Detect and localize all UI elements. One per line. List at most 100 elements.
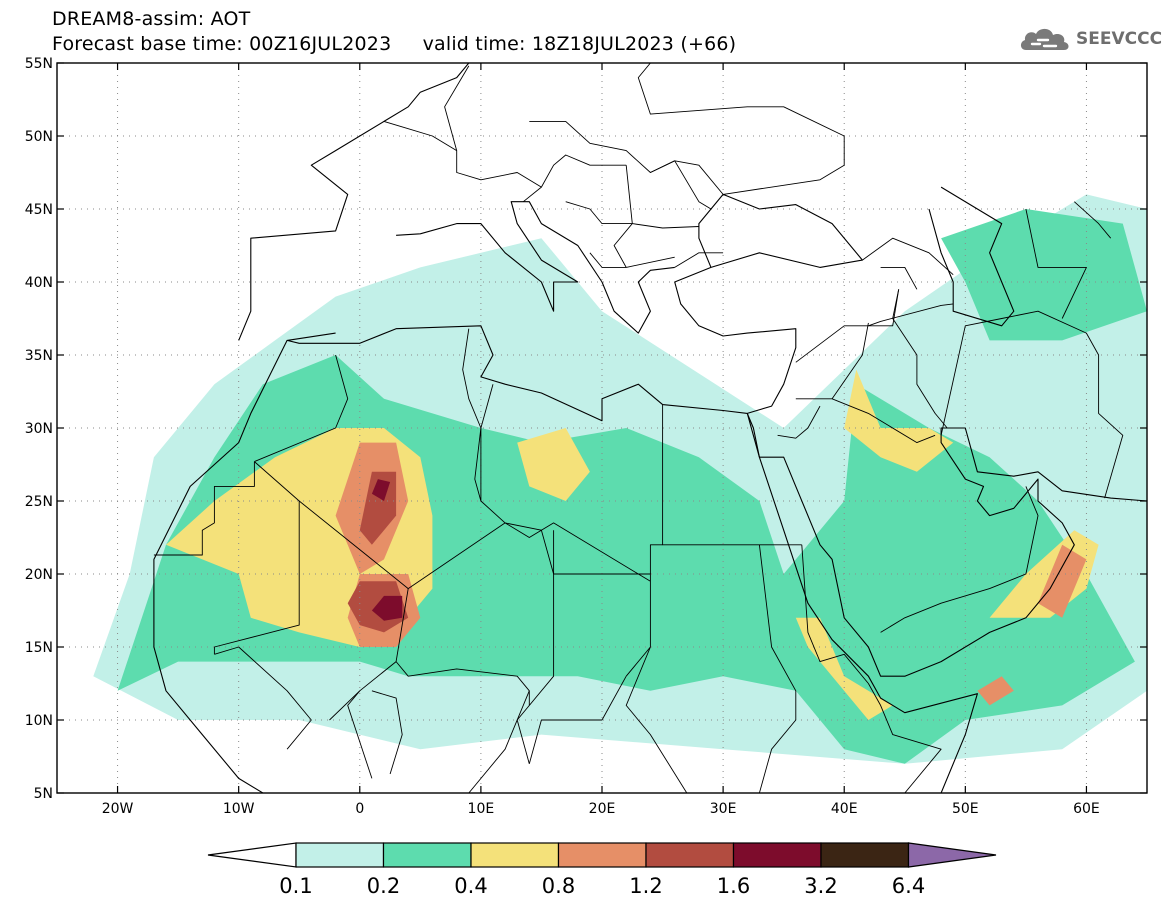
colorbar-box xyxy=(557,842,647,868)
country-border xyxy=(674,252,724,268)
country-border xyxy=(254,354,349,463)
colorbar-label: 6.4 xyxy=(892,874,925,898)
coastline xyxy=(153,340,288,793)
country-border xyxy=(504,522,651,582)
country-border xyxy=(444,65,470,151)
country-border xyxy=(868,303,954,327)
country-border xyxy=(214,646,312,750)
country-border xyxy=(1073,201,1112,239)
country-border xyxy=(831,322,869,400)
country-border xyxy=(347,690,373,779)
colorbar-box xyxy=(295,842,385,868)
country-border xyxy=(480,384,494,501)
coastline xyxy=(238,63,470,341)
country-border xyxy=(541,154,627,188)
lat-tick-label: 25N xyxy=(25,494,53,510)
lat-tick-label: 50N xyxy=(25,129,53,145)
lon-tick-label: 10E xyxy=(468,801,495,817)
country-border xyxy=(862,237,954,276)
colorbar-over-triangle xyxy=(907,842,997,868)
colorbar-label: 0.2 xyxy=(367,874,400,898)
country-border xyxy=(795,398,936,444)
colorbar-box xyxy=(382,842,472,868)
aot-region-level-4 xyxy=(977,676,1014,706)
lon-tick-label: 20E xyxy=(589,801,616,817)
country-border xyxy=(649,544,663,574)
colorbar-box xyxy=(645,842,735,868)
lon-tick-label: 30E xyxy=(710,801,737,817)
colorbar-under-triangle xyxy=(207,842,297,868)
coastlines-borders xyxy=(153,63,1147,793)
country-border xyxy=(516,530,555,764)
country-border xyxy=(565,201,699,229)
map-title: DREAM8-assim: AOT xyxy=(52,8,251,30)
lat-tick-label: 5N xyxy=(34,786,53,802)
coastline xyxy=(746,413,1147,677)
colorbar-label: 0.8 xyxy=(542,874,575,898)
seevccc-logo: SEEVCCC xyxy=(1018,22,1162,56)
colorbar-label: 0.1 xyxy=(279,874,312,898)
aot-region-level-6 xyxy=(371,479,391,501)
country-border xyxy=(383,120,542,203)
country-border xyxy=(880,486,1039,633)
country-border xyxy=(371,690,403,775)
coastline xyxy=(928,186,1015,327)
aot-region-level-3 xyxy=(844,369,954,472)
country-border xyxy=(329,588,409,721)
country-border xyxy=(153,461,255,556)
aot-field xyxy=(57,63,1147,793)
lat-tick-label: 20N xyxy=(25,567,53,583)
lat-tick-label: 30N xyxy=(25,421,53,437)
coastline xyxy=(396,201,675,334)
lat-tick-label: 15N xyxy=(25,640,53,656)
colorbar-label: 0.4 xyxy=(454,874,487,898)
aot-region-level-3 xyxy=(517,428,590,501)
aot-region-level-6 xyxy=(371,595,403,621)
country-border xyxy=(613,165,633,268)
lon-tick-label: 10W xyxy=(223,801,255,817)
country-border xyxy=(868,683,942,793)
country-border xyxy=(589,252,675,268)
aot-region-level-2 xyxy=(941,209,1147,341)
lon-tick-label: 60E xyxy=(1073,801,1100,817)
logo-text: SEEVCCC xyxy=(1076,29,1163,49)
country-border xyxy=(625,646,688,793)
lat-tick-label: 45N xyxy=(25,202,53,218)
country-border xyxy=(1025,208,1087,319)
country-border xyxy=(528,675,627,764)
axis-ticks: 20W 10W 0 10E 20E 30E 40E 50E 60E 55N 50N 45N 40N 35N… xyxy=(25,56,1147,817)
country-border xyxy=(880,266,918,290)
coastline xyxy=(286,193,863,422)
country-border xyxy=(940,310,1124,499)
valid-time: valid time: 18Z18JUL2023 (+66) xyxy=(422,33,737,55)
lon-tick-label: 0 xyxy=(355,801,364,817)
colorbar-box xyxy=(820,842,910,868)
country-border xyxy=(468,690,530,793)
base-time: Forecast base time: 00Z16JUL2023 xyxy=(52,33,392,55)
colorbar-label: 3.2 xyxy=(804,874,837,898)
colorbar-box xyxy=(732,842,822,868)
country-border xyxy=(892,289,948,429)
lon-tick-label: 20W xyxy=(102,801,134,817)
lon-tick-label: 50E xyxy=(952,801,979,817)
cloud-icon xyxy=(1020,28,1069,50)
lat-tick-label: 10N xyxy=(25,713,53,729)
aot-region-level-4 xyxy=(1038,544,1087,618)
coastline xyxy=(746,413,760,458)
colorbar-box xyxy=(470,842,560,868)
country-border xyxy=(801,544,869,684)
coastline xyxy=(758,457,978,793)
country-border xyxy=(395,661,530,706)
colorbar-label: 1.2 xyxy=(629,874,662,898)
country-border xyxy=(777,405,821,439)
colorbar-label: 1.6 xyxy=(717,874,750,898)
lat-tick-label: 35N xyxy=(25,348,53,364)
country-border xyxy=(529,120,712,210)
aot-region-level-3 xyxy=(795,617,893,720)
lon-tick-label: 40E xyxy=(831,801,858,817)
forecast-times: Forecast base time: 00Z16JUL2023 valid t… xyxy=(52,33,736,55)
lat-tick-label: 40N xyxy=(25,275,53,291)
country-border xyxy=(758,544,797,793)
